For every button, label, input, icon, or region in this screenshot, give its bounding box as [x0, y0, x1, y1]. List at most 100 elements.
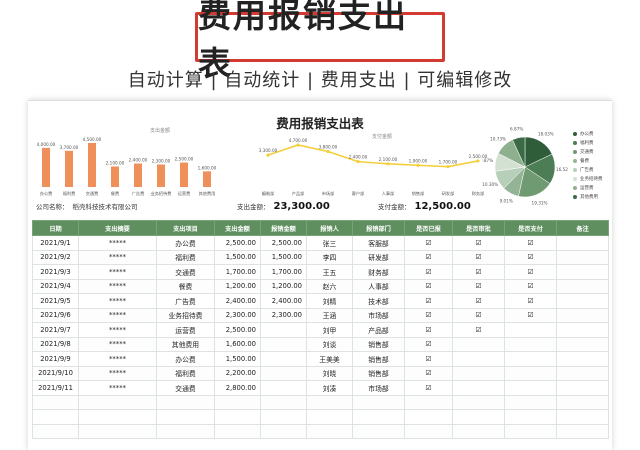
table-cell[interactable]: ***** [78, 380, 157, 396]
table-cell[interactable]: 2,500.00 [214, 322, 261, 338]
table-cell[interactable]: ***** [78, 249, 157, 265]
table-cell[interactable]: 1,600.00 [214, 336, 261, 352]
table-cell[interactable] [504, 322, 557, 338]
table-cell[interactable] [504, 336, 557, 352]
table-cell[interactable]: 客服部 [352, 235, 405, 251]
table-cell[interactable]: 1,200.00 [260, 278, 307, 294]
table-cell[interactable]: ☑ [404, 293, 453, 309]
table-cell[interactable] [556, 394, 609, 410]
table-cell[interactable] [306, 394, 353, 410]
table-cell[interactable]: ***** [78, 336, 157, 352]
table-cell[interactable]: 其他费用 [156, 336, 215, 352]
table-cell[interactable]: 产品部 [352, 322, 405, 338]
table-cell[interactable]: 交通费 [156, 264, 215, 280]
company-name[interactable]: 稻壳科技技术有限公司 [72, 203, 138, 211]
table-cell[interactable]: ☑ [404, 264, 453, 280]
table-cell[interactable]: 2,500.00 [260, 235, 307, 251]
table-cell[interactable]: 运营费 [156, 322, 215, 338]
table-cell[interactable] [156, 423, 215, 439]
table-cell[interactable]: 王美美 [306, 351, 353, 367]
table-cell[interactable]: ☑ [404, 380, 453, 396]
table-cell[interactable] [504, 380, 557, 396]
table-cell[interactable] [556, 380, 609, 396]
table-cell[interactable] [352, 409, 405, 425]
table-cell[interactable] [404, 423, 453, 439]
table-cell[interactable]: 刘谈 [306, 336, 353, 352]
column-header[interactable]: 是否支付 [504, 220, 557, 236]
table-cell[interactable] [504, 423, 557, 439]
table-cell[interactable]: 2021/9/3 [32, 264, 79, 280]
table-cell[interactable] [556, 278, 609, 294]
column-header[interactable]: 是否审批 [452, 220, 505, 236]
table-cell[interactable] [352, 423, 405, 439]
table-cell[interactable]: 销售部 [352, 351, 405, 367]
table-cell[interactable] [556, 423, 609, 439]
table-cell[interactable] [556, 365, 609, 381]
table-cell[interactable]: 2,300.00 [214, 307, 261, 323]
table-cell[interactable]: 王涵 [306, 307, 353, 323]
table-cell[interactable]: ☑ [404, 278, 453, 294]
table-cell[interactable] [404, 409, 453, 425]
table-cell[interactable]: 赵六 [306, 278, 353, 294]
table-cell[interactable]: 1,500.00 [214, 351, 261, 367]
table-cell[interactable] [260, 336, 307, 352]
table-cell[interactable] [32, 423, 79, 439]
table-cell[interactable]: 广告费 [156, 293, 215, 309]
table-cell[interactable]: 张三 [306, 235, 353, 251]
table-cell[interactable]: 2021/9/8 [32, 336, 79, 352]
table-cell[interactable]: ☑ [504, 278, 557, 294]
column-header[interactable]: 支出摘要 [78, 220, 157, 236]
table-cell[interactable]: 2021/9/5 [32, 293, 79, 309]
table-cell[interactable] [452, 423, 505, 439]
table-cell[interactable] [260, 322, 307, 338]
table-cell[interactable]: ☑ [452, 307, 505, 323]
table-cell[interactable]: ☑ [404, 351, 453, 367]
table-cell[interactable]: ***** [78, 235, 157, 251]
table-cell[interactable]: ***** [78, 322, 157, 338]
table-cell[interactable]: 技术部 [352, 293, 405, 309]
table-cell[interactable] [556, 293, 609, 309]
table-cell[interactable] [260, 380, 307, 396]
table-cell[interactable] [156, 409, 215, 425]
table-cell[interactable]: 福利费 [156, 249, 215, 265]
table-cell[interactable]: ***** [78, 307, 157, 323]
table-cell[interactable]: ☑ [404, 322, 453, 338]
table-cell[interactable]: ☑ [504, 235, 557, 251]
table-cell[interactable]: 办公费 [156, 235, 215, 251]
table-cell[interactable]: 研发部 [352, 249, 405, 265]
table-cell[interactable]: 李四 [306, 249, 353, 265]
table-cell[interactable]: ***** [78, 365, 157, 381]
column-header[interactable]: 报销人 [306, 220, 353, 236]
table-cell[interactable]: 1,500.00 [260, 249, 307, 265]
table-cell[interactable] [452, 365, 505, 381]
table-cell[interactable]: 2021/9/1 [32, 235, 79, 251]
table-cell[interactable]: 2021/9/2 [32, 249, 79, 265]
column-header[interactable]: 备注 [556, 220, 609, 236]
table-cell[interactable]: 财务部 [352, 264, 405, 280]
table-cell[interactable]: ☑ [452, 264, 505, 280]
table-cell[interactable]: 2,300.00 [260, 307, 307, 323]
table-cell[interactable] [452, 409, 505, 425]
table-cell[interactable]: 销售部 [352, 365, 405, 381]
table-cell[interactable] [504, 409, 557, 425]
table-cell[interactable]: 2,400.00 [214, 293, 261, 309]
table-cell[interactable] [214, 423, 261, 439]
column-header[interactable]: 报销部门 [352, 220, 405, 236]
table-cell[interactable] [504, 351, 557, 367]
table-cell[interactable] [78, 423, 157, 439]
table-cell[interactable]: 销售部 [352, 336, 405, 352]
table-cell[interactable] [156, 394, 215, 410]
table-cell[interactable] [556, 264, 609, 280]
table-cell[interactable]: ☑ [404, 336, 453, 352]
table-cell[interactable]: 办公费 [156, 351, 215, 367]
table-cell[interactable]: ☑ [504, 293, 557, 309]
table-cell[interactable] [306, 409, 353, 425]
column-header[interactable]: 是否已报 [404, 220, 453, 236]
table-cell[interactable]: 市场部 [352, 307, 405, 323]
column-header[interactable]: 支出项目 [156, 220, 215, 236]
table-cell[interactable] [504, 394, 557, 410]
table-cell[interactable]: ☑ [404, 249, 453, 265]
table-cell[interactable]: ***** [78, 351, 157, 367]
table-cell[interactable]: 2021/9/4 [32, 278, 79, 294]
table-cell[interactable]: ***** [78, 264, 157, 280]
